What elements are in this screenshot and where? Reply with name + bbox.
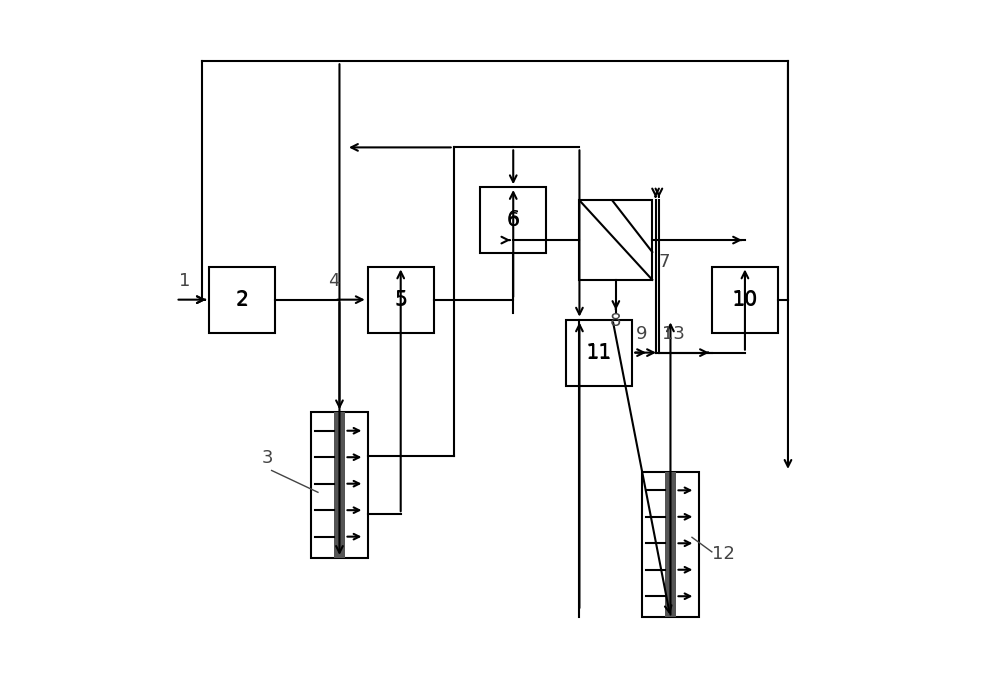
- Text: 1: 1: [179, 273, 190, 291]
- Text: 6: 6: [507, 210, 520, 230]
- Bar: [480, 187, 546, 253]
- Text: 8: 8: [610, 312, 622, 330]
- Text: 9: 9: [636, 325, 647, 343]
- Bar: [712, 266, 778, 333]
- Text: 10: 10: [733, 290, 757, 309]
- Text: 2: 2: [235, 290, 248, 309]
- Bar: [368, 266, 434, 333]
- Text: 10: 10: [732, 290, 758, 309]
- Bar: [334, 412, 345, 558]
- Text: 3: 3: [262, 449, 273, 467]
- Text: 6: 6: [507, 211, 519, 230]
- Bar: [566, 320, 632, 385]
- Text: 5: 5: [394, 290, 407, 309]
- Text: 11: 11: [586, 343, 613, 363]
- Text: 13: 13: [662, 325, 685, 343]
- Text: 4: 4: [328, 273, 339, 291]
- Bar: [209, 266, 275, 333]
- Bar: [642, 472, 699, 617]
- Text: 5: 5: [394, 290, 407, 309]
- Bar: [579, 201, 652, 280]
- Text: 7: 7: [659, 253, 670, 271]
- Text: 12: 12: [712, 545, 735, 563]
- Text: 2: 2: [236, 290, 248, 309]
- Bar: [665, 472, 676, 617]
- Bar: [311, 412, 368, 558]
- Text: 11: 11: [587, 343, 612, 362]
